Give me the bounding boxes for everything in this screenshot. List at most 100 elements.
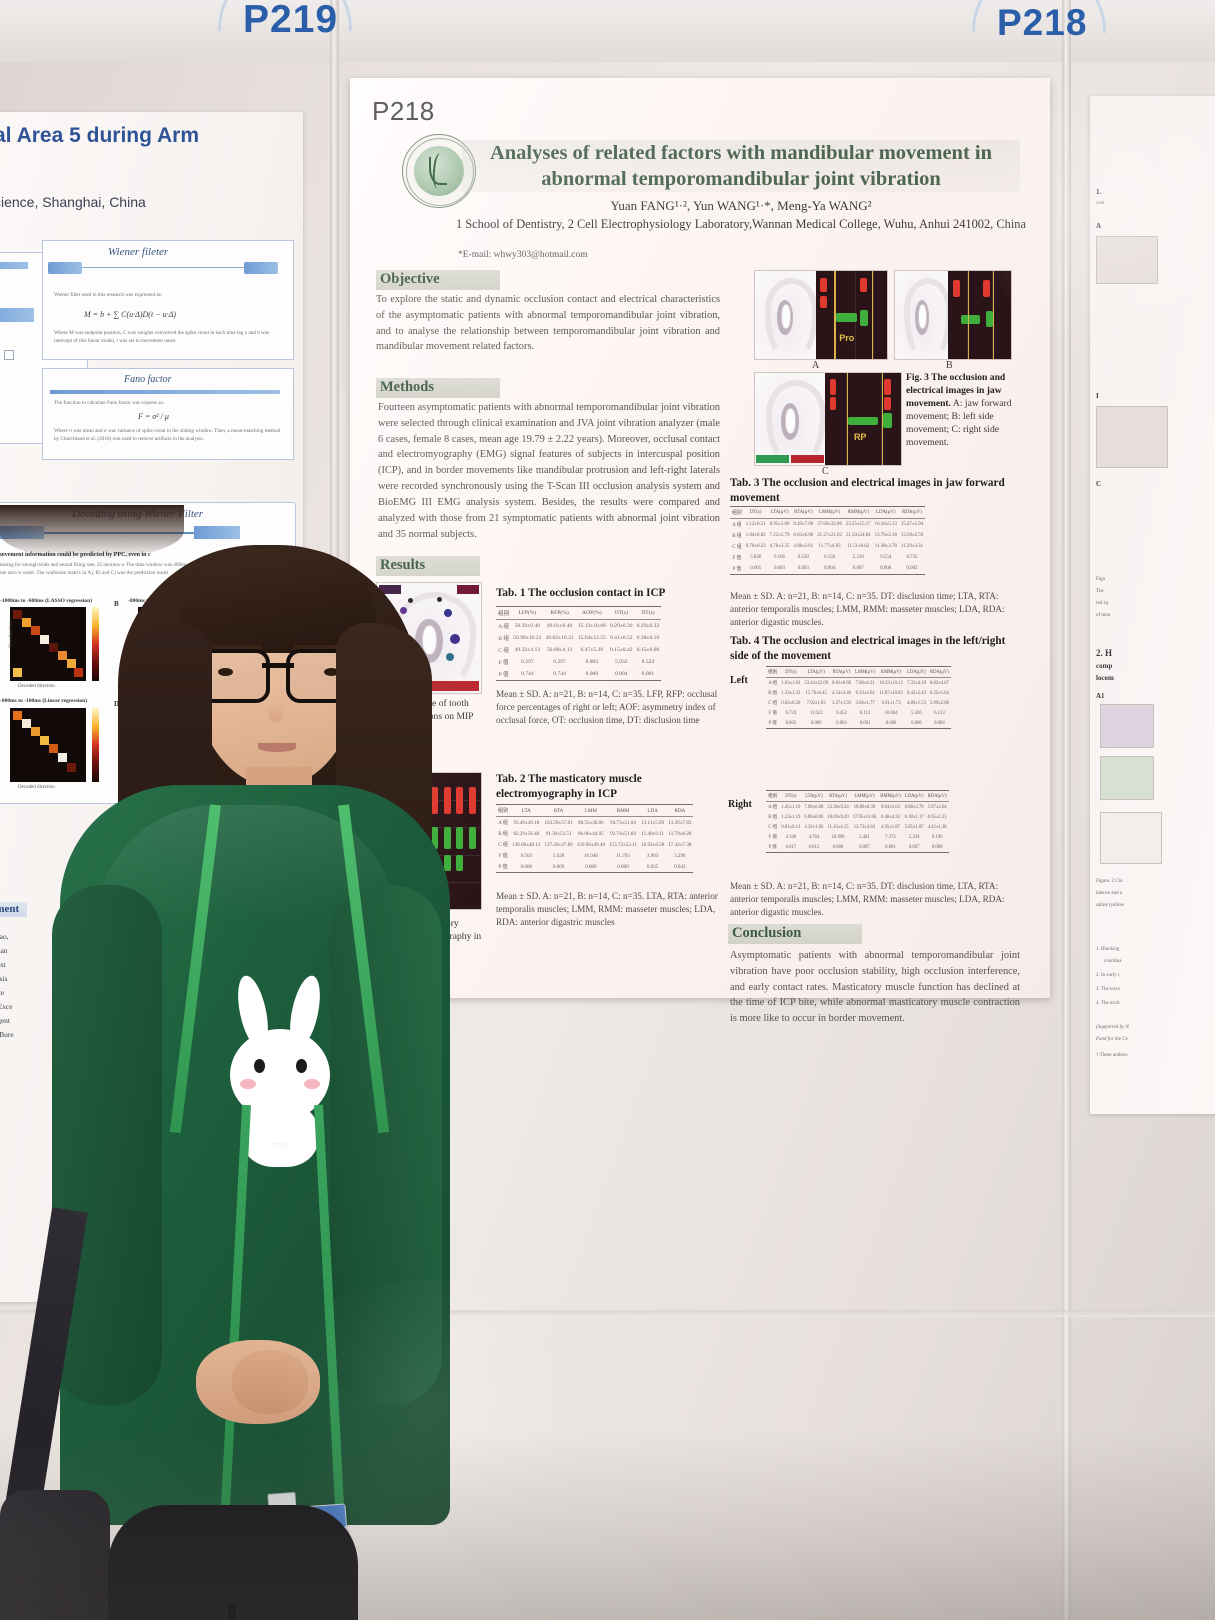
table-cell: 0.000 — [877, 718, 905, 729]
table-row: P 值 0.002 0.000 0.003 0.001 0.000 0.006 0.004 — [766, 718, 951, 729]
table-header-cell: DT(s) — [743, 506, 768, 519]
table-header-cell: RMM(μV) — [877, 666, 905, 678]
table-row: P 值 0.005 0.003 0.003 0.004 0.007 0.000 0.002 — [730, 563, 926, 575]
table-cell: 11.703 — [616, 852, 630, 859]
left-poster-cap-fano: Fano factor — [124, 374, 172, 385]
table-cell: A 组 — [732, 523, 742, 528]
table-cell: 17.95±11.66 — [852, 814, 877, 820]
table-cell: 4.78±2.35 — [769, 544, 790, 549]
table-row: C 组 0.82±0.20 7.02±1.83 3.57±1.93 3.66±1.77 6… — [766, 698, 951, 708]
right-frag-3: I — [1096, 392, 1099, 400]
shoulder-bag — [0, 1490, 110, 1620]
figure-3a-mark-label: Pro — [839, 332, 855, 343]
table-cell: P 值 — [730, 563, 744, 575]
table-cell: 11.87±10.82 — [879, 690, 903, 696]
ack-line-4: al Science — [0, 988, 5, 998]
left-poster-bar-2 — [0, 308, 34, 322]
table-row: C 组 0.70±0.23 4.78±2.35 4.68±2.61 11.77±6.03… — [730, 541, 925, 552]
table-cell: B 组 — [498, 831, 508, 837]
table-cell: 0.012 — [802, 842, 826, 853]
table-cell: P 值 — [766, 842, 780, 853]
left-poster-affiliation: cience, Shanghai, China — [0, 194, 146, 211]
table-header-cell: RDA(μV) — [925, 790, 949, 802]
table-cell: 6.520 — [797, 555, 809, 560]
section-heading-results: Results — [376, 556, 480, 576]
right-frag-12: A1 — [1096, 692, 1105, 700]
right-frag-1: cont — [1096, 201, 1105, 206]
left-poster-dec-text: After data cleaning for enough trials an… — [0, 562, 223, 576]
table-cell: 6.86±6.06 — [804, 814, 824, 820]
figure-3a-image: Pro — [754, 270, 888, 360]
table-cell: 0.004 — [607, 668, 635, 681]
table-cell: 16.33±10.12 — [879, 680, 903, 686]
table-header-cell: LTA(μV) — [767, 506, 792, 519]
table-cell: 6.48±4.32 — [880, 814, 900, 820]
table-cell: 8.61±8.66 — [832, 680, 852, 686]
table-header-cell: LTA(μV) — [802, 790, 826, 802]
poster-title: Analyses of related factors with mandibu… — [462, 140, 1020, 193]
table-cell: 4.764 — [808, 834, 820, 840]
lanyard — [169, 804, 390, 1515]
table-cell: 6.47±5.20 — [580, 647, 604, 653]
table-cell: 5.932 — [614, 659, 628, 665]
table-cell: 5.97±2.64 — [927, 804, 947, 810]
table-cell: 49.32±4.13 — [514, 647, 541, 653]
table-cell: 3.57±1.93 — [832, 700, 852, 706]
table-4-note: Mean ± SD. A: n=21, B: n=14, C: n=35. DT… — [730, 881, 1005, 918]
table-cell: 0.004 — [927, 718, 951, 729]
table-cell: 0.81±0.13 — [781, 824, 801, 830]
right-frag-2: A — [1096, 222, 1102, 230]
table-cell: 1.45±1.10 — [781, 804, 801, 810]
figure-3b-image — [894, 270, 1012, 360]
table-cell: 15.47±5.94 — [900, 522, 924, 527]
table-cell: 9.196 — [931, 834, 943, 840]
table-cell: 11.38±3.78 — [874, 544, 897, 549]
table-cell: 0.017 — [779, 842, 803, 853]
table-cell: 6.452 — [836, 710, 847, 716]
table-cell: 1.04±0.82 — [745, 533, 766, 538]
table-cell: 153.72±52.11 — [609, 841, 638, 848]
left-poster-fano-note: Where σ was mean and σ was variance of s… — [54, 428, 281, 442]
table-cell: 0.000 — [575, 668, 608, 681]
poster-email: *E-mail: whwy303@hotmail.com — [458, 250, 588, 260]
right-frag-8: of mon — [1096, 613, 1111, 618]
left-poster-wiener-text: Wiener filter used in this research was … — [54, 292, 163, 298]
table-cell: 1.33±1.33 — [781, 690, 801, 696]
table-row: C 组 136.80±40.13 137.26±47.89 150.96±49.40 1… — [496, 839, 693, 850]
table-header-cell: RDA(μV) — [898, 506, 926, 519]
left-poster-wiener-bar-l — [48, 262, 82, 274]
table-cell: 23.44±22.09 — [804, 680, 829, 686]
table-cell: 0.043 — [666, 861, 694, 873]
table-4-right: 组别 DT(s) LTA(μV) RTA(μV) LMM(μV) RMM(μV) LDA(μ… — [766, 790, 949, 853]
table-cell: 12.73±3.84 — [853, 824, 876, 830]
table-cell: C 组 — [768, 825, 778, 830]
table-cell: 1.63±1.03 — [781, 680, 801, 686]
left-poster-bar-1 — [0, 262, 28, 269]
table-cell: 3.903 — [646, 852, 659, 859]
right-frag-20: 4. The excit — [1096, 1001, 1120, 1006]
table-cell: 8.524 — [641, 659, 655, 665]
table-header-cell: RTA — [542, 804, 575, 817]
figure-3c-image: RP — [754, 372, 902, 466]
table-cell: 7.22±5.79 — [769, 533, 790, 538]
table-cell: 5.836 — [750, 555, 762, 560]
figure-3-label-a: A — [812, 360, 820, 371]
table-cell: 8.112 — [859, 710, 871, 716]
table-cell: 5.316 — [852, 555, 864, 560]
table-cell: 0.297 — [521, 659, 534, 665]
table-cell: 27.60±32.86 — [817, 522, 842, 527]
left-poster-fano-formula: F = σ² / μ — [138, 412, 169, 421]
table-cell: 86.06±44.95 — [578, 830, 604, 837]
table-cell: 3.296 — [674, 852, 686, 859]
table-cell: 13.50±2.59 — [900, 533, 924, 538]
table-row: B 组 50.98±10.21 49.02±10.21 15.64±12.55 0.41… — [496, 632, 661, 644]
right-frag-11: locom — [1096, 674, 1114, 682]
table-header-cell: RMM(μV) — [878, 790, 903, 802]
table-cell: 11.622 — [809, 710, 823, 716]
table-cell: 0.001 — [853, 718, 878, 729]
left-panel-title-c: -800ms to -100ms (Linear regression) — [0, 698, 88, 704]
left-poster-fano-bar — [50, 390, 280, 394]
table-cell: 11.15±4.15 — [827, 824, 849, 830]
left-panel-colorbar-a — [92, 607, 99, 681]
table-cell: 6.166 — [774, 555, 786, 560]
